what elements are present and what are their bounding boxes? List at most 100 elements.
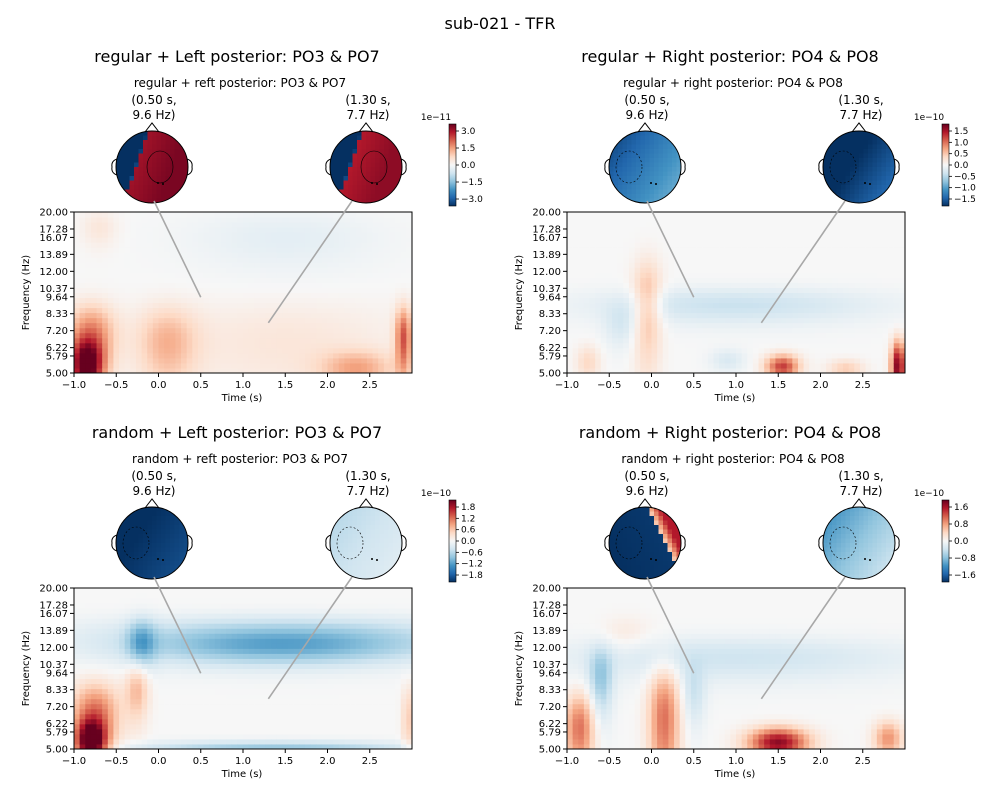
heatmap-cell <box>719 307 726 314</box>
heatmap-cell <box>702 247 709 253</box>
heatmap-cell <box>623 237 630 243</box>
topomap-cell <box>618 144 624 150</box>
heatmap-cell <box>589 252 596 258</box>
heatmap-cell <box>662 357 669 364</box>
topomap-contour <box>360 150 388 184</box>
heatmap-cell <box>271 267 278 273</box>
heatmap-cell <box>96 267 103 273</box>
heatmap-cell <box>702 302 709 309</box>
heatmap-cell <box>361 282 368 288</box>
topomap-cell <box>361 153 367 159</box>
heatmap-cell <box>797 312 805 319</box>
heatmap-cell <box>820 262 827 268</box>
topomap-cell <box>125 153 131 159</box>
topomap-cell <box>645 189 651 195</box>
topomap-cell <box>609 194 615 200</box>
topomap-cell <box>827 158 833 164</box>
topomap-cell <box>161 185 167 191</box>
heatmap-cell <box>237 312 244 319</box>
heatmap-cell <box>775 317 782 324</box>
topomap-cell <box>627 180 633 186</box>
heatmap-cell <box>344 352 351 359</box>
heatmap-cell <box>192 292 199 299</box>
topomap-cell <box>120 194 126 200</box>
heatmap-cell <box>893 252 900 258</box>
heatmap-cell <box>192 217 199 223</box>
heatmap-cell <box>583 287 591 293</box>
heatmap-cell <box>888 277 895 283</box>
heatmap-cell <box>612 247 619 253</box>
heatmap-cell <box>707 272 714 278</box>
heatmap-cell <box>383 222 390 228</box>
heatmap-cell <box>248 347 255 354</box>
heatmap-cell <box>288 297 295 304</box>
heatmap-cell <box>248 327 255 334</box>
topomap-cell <box>357 194 363 200</box>
heatmap-cell <box>350 232 357 238</box>
topomap-cell <box>863 135 869 141</box>
heatmap-cell <box>876 267 883 273</box>
topomap-cell <box>156 162 162 168</box>
heatmap-cell <box>231 357 238 364</box>
heatmap-cell <box>814 327 821 334</box>
heatmap-cell <box>854 327 861 334</box>
heatmap-cell <box>209 332 216 339</box>
heatmap-cell <box>814 262 821 268</box>
heatmap-cell <box>612 287 619 293</box>
heatmap-cell <box>226 292 233 299</box>
topomap-cell <box>330 198 336 203</box>
y-tick-label: 7.20 <box>539 326 561 337</box>
topomap-cell <box>859 162 865 168</box>
heatmap-cell <box>623 232 630 238</box>
heatmap-cell <box>209 232 216 238</box>
heatmap-cell <box>400 262 407 268</box>
heatmap-cell <box>130 257 137 263</box>
topomap-cell <box>370 167 376 173</box>
heatmap-cell <box>271 362 278 369</box>
heatmap-cell <box>848 337 855 344</box>
heatmap-cell <box>265 352 272 359</box>
heatmap-cell <box>679 232 686 238</box>
heatmap-cell <box>209 327 216 334</box>
heatmap-cell <box>893 217 900 223</box>
heatmap-cell <box>102 252 109 258</box>
heatmap-cell <box>583 237 591 243</box>
heatmap-cell <box>85 222 92 228</box>
topomap-cell <box>672 176 678 182</box>
topomap-cell <box>649 176 655 182</box>
heatmap-cell <box>259 337 267 344</box>
topomap-cell <box>397 153 402 159</box>
heatmap-cell <box>578 337 585 344</box>
heatmap-cell <box>797 302 805 309</box>
heatmap-cell <box>651 282 658 288</box>
heatmap-cell <box>299 232 306 238</box>
heatmap-cell <box>848 232 855 238</box>
heatmap-cell <box>321 317 328 324</box>
topomap-cell <box>379 180 385 186</box>
heatmap-cell <box>254 237 261 243</box>
sensor-marker <box>157 182 159 184</box>
heatmap-cell <box>859 277 867 283</box>
heatmap-cell <box>192 272 199 278</box>
heatmap-cell <box>169 297 176 304</box>
heatmap-cell <box>837 232 844 238</box>
topomap-cell <box>348 158 354 164</box>
heatmap-cell <box>327 262 334 268</box>
topomap-cell <box>330 153 336 159</box>
heatmap-cell <box>366 322 374 329</box>
heatmap-cell <box>395 257 402 263</box>
heatmap-cell <box>662 292 669 299</box>
topomap-cell <box>183 194 188 200</box>
heatmap-cell <box>578 237 585 243</box>
topomap-cell <box>663 189 669 195</box>
topomap-cell <box>854 158 860 164</box>
heatmap-cell <box>74 332 81 339</box>
heatmap-cell <box>383 337 390 344</box>
heatmap-cell <box>820 242 827 248</box>
topomap-cell <box>845 144 851 150</box>
heatmap-cell <box>758 282 765 288</box>
heatmap-cell <box>389 257 396 263</box>
topomap-cell <box>379 140 385 146</box>
heatmap-cell <box>231 292 238 299</box>
heatmap-cell <box>859 297 867 304</box>
